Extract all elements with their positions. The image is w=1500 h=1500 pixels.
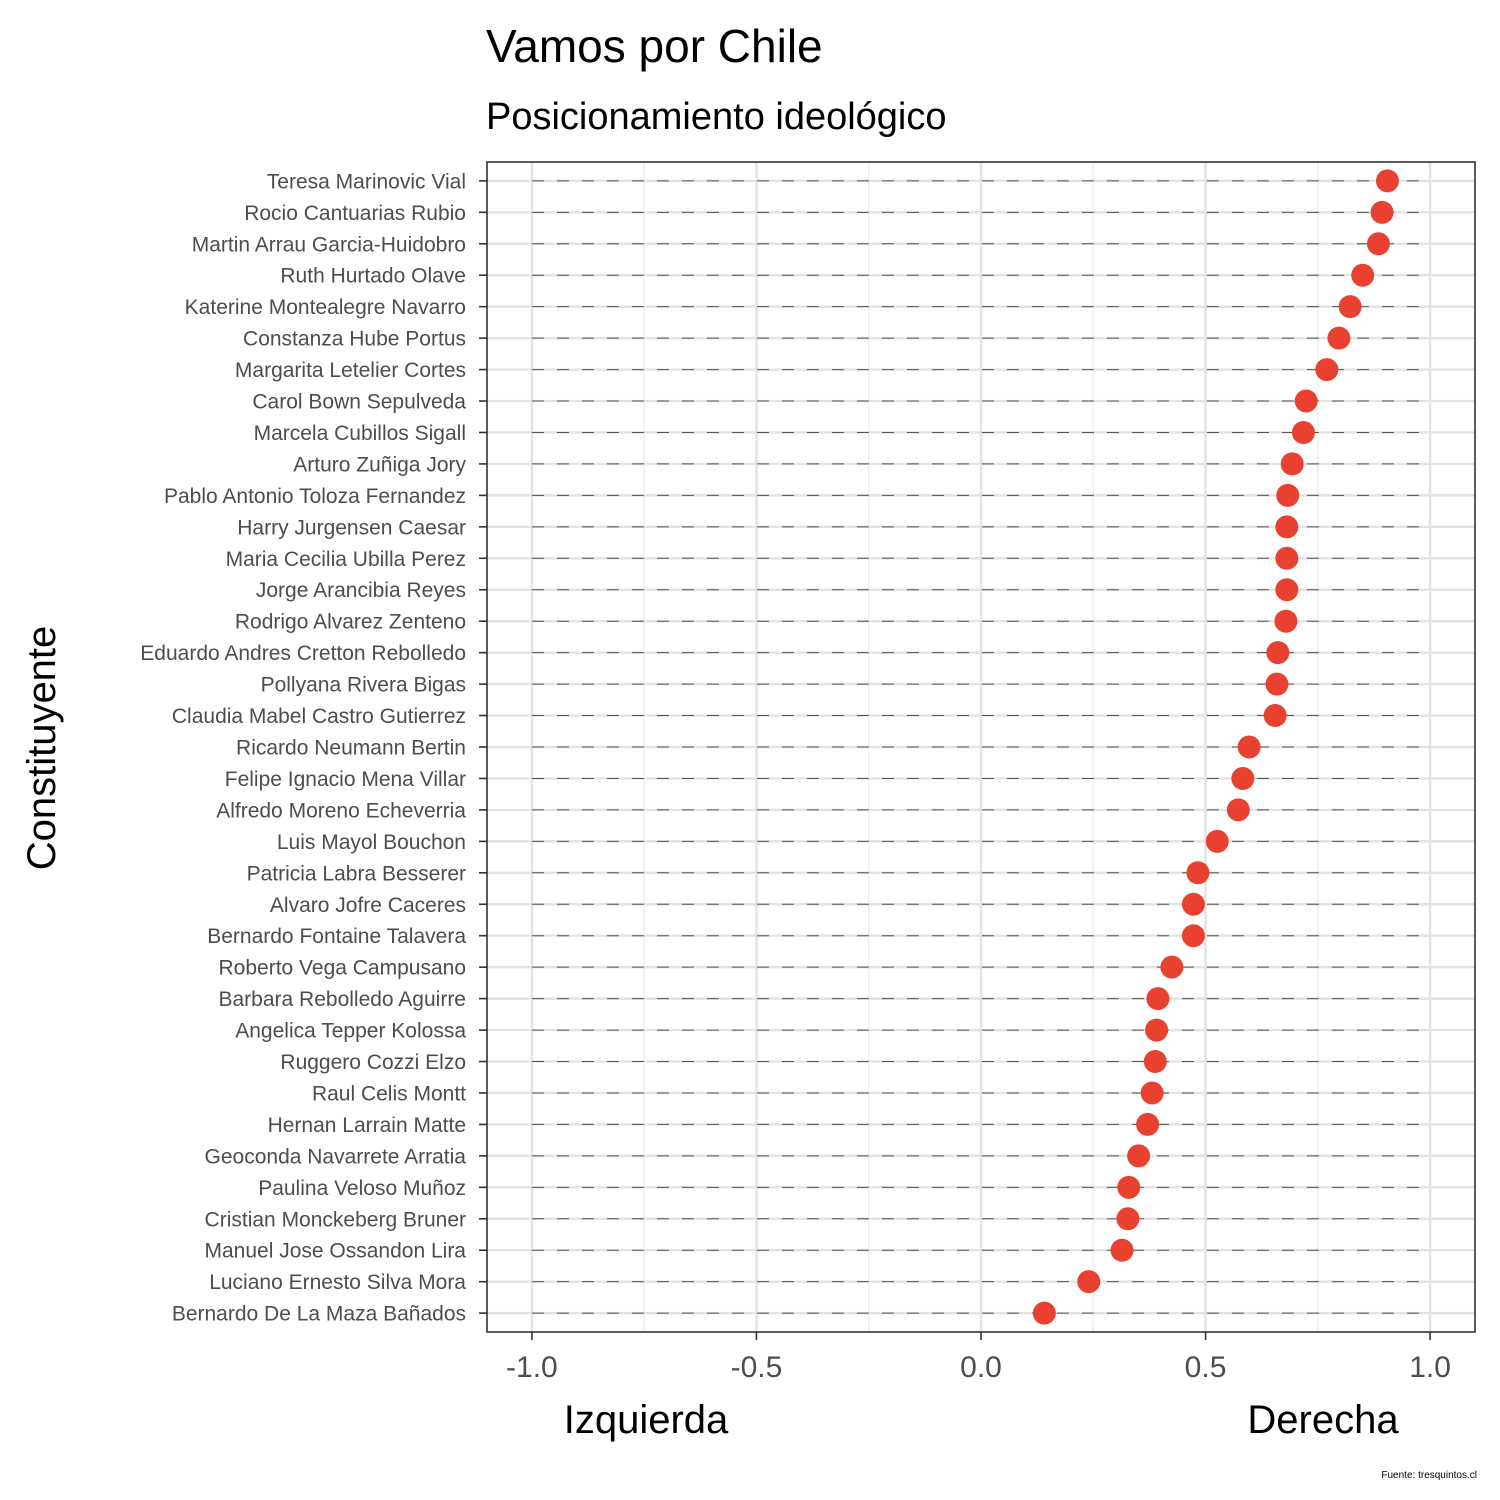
y-tick-label: Katerine Montealegre Navarro — [185, 296, 466, 319]
x-tick-label: -1.0 — [506, 1351, 558, 1384]
point — [1146, 987, 1170, 1011]
y-tick-label: Luis Mayol Bouchon — [277, 831, 466, 854]
point — [1275, 515, 1299, 539]
point — [1265, 672, 1289, 696]
y-tick-label: Bernardo De La Maza Bañados — [172, 1303, 466, 1326]
y-tick-label: Barbara Rebolledo Aguirre — [219, 988, 467, 1011]
point — [1181, 924, 1205, 948]
y-tick-label: Patricia Labra Besserer — [247, 862, 466, 885]
y-tick-label: Maria Cecilia Ubilla Perez — [226, 548, 466, 571]
point — [1231, 766, 1255, 790]
y-tick-label: Manuel Jose Ossandon Lira — [205, 1240, 467, 1263]
point — [1181, 892, 1205, 916]
y-tick-label: Luciano Ernesto Silva Mora — [209, 1271, 466, 1294]
y-tick-label: Pollyana Rivera Bigas — [261, 674, 466, 697]
y-tick-label: Alfredo Moreno Echeverria — [216, 799, 466, 822]
point — [1032, 1301, 1056, 1325]
chart-subtitle: Posicionamiento ideológico — [486, 96, 947, 138]
y-tick-label: Ruggero Cozzi Elzo — [280, 1051, 466, 1074]
plot-area — [486, 161, 1476, 1333]
y-tick-label: Rodrigo Alvarez Zenteno — [235, 611, 466, 634]
y-tick-label: Ruth Hurtado Olave — [280, 265, 466, 288]
point — [1294, 389, 1318, 413]
point — [1327, 326, 1351, 350]
point — [1291, 420, 1315, 444]
point — [1136, 1112, 1160, 1136]
y-tick-label: Teresa Marinovic Vial — [267, 170, 466, 193]
y-tick-label: Pablo Antonio Toloza Fernandez — [164, 485, 466, 508]
y-axis: Teresa Marinovic Vial Rocio Cantuarias Ru… — [140, 170, 487, 1326]
y-tick-label: Carol Bown Sepulveda — [252, 391, 466, 414]
point — [1351, 263, 1375, 287]
point — [1338, 295, 1362, 319]
point — [1160, 955, 1184, 979]
point — [1375, 169, 1399, 193]
y-tick-label: Claudia Mabel Castro Gutierrez — [172, 705, 466, 728]
y-tick-label: Geoconda Navarrete Arratia — [205, 1145, 467, 1168]
points — [1032, 169, 1399, 1325]
point — [1110, 1238, 1134, 1262]
x-tick-label: 0.0 — [960, 1351, 1002, 1384]
point — [1205, 829, 1229, 853]
x-tick-label: 0.5 — [1185, 1351, 1227, 1384]
y-tick-label: Angelica Tepper Kolossa — [235, 1020, 466, 1043]
point — [1077, 1270, 1101, 1294]
y-tick-label: Eduardo Andres Cretton Rebolledo — [140, 642, 466, 665]
point — [1266, 641, 1290, 665]
point — [1117, 1175, 1141, 1199]
point — [1280, 452, 1304, 476]
y-tick-label: Roberto Vega Campusano — [219, 957, 467, 980]
point — [1143, 1050, 1167, 1074]
y-tick-label: Martin Arrau Garcia-Huidobro — [192, 233, 466, 256]
y-tick-label: Hernan Larrain Matte — [268, 1114, 466, 1137]
caption: Fuente: tresquintos.cl — [1381, 1470, 1477, 1481]
point — [1315, 358, 1339, 382]
x-tick-label: 1.0 — [1409, 1351, 1451, 1384]
y-tick-label: Alvaro Jofre Caceres — [270, 894, 466, 917]
point — [1275, 546, 1299, 570]
y-tick-label: Arturo Zuñiga Jory — [293, 453, 466, 476]
y-tick-label: Ricardo Neumann Bertin — [236, 737, 466, 760]
point — [1127, 1144, 1151, 1168]
point — [1274, 609, 1298, 633]
y-tick-label: Jorge Arancibia Reyes — [256, 579, 466, 602]
point — [1186, 861, 1210, 885]
chart-title: Vamos por Chile — [486, 20, 823, 72]
point — [1276, 483, 1300, 507]
point — [1263, 704, 1287, 728]
point — [1226, 798, 1250, 822]
y-tick-label: Constanza Hube Portus — [243, 328, 466, 351]
x-axis-label-left: Izquierda — [564, 1398, 729, 1442]
y-tick-label: Bernardo Fontaine Talavera — [207, 925, 466, 948]
x-tick-label: -0.5 — [731, 1351, 783, 1384]
y-tick-label: Felipe Ignacio Mena Villar — [225, 768, 466, 791]
y-tick-label: Cristian Monckeberg Bruner — [205, 1208, 466, 1231]
point — [1116, 1207, 1140, 1231]
x-axis: -1.0 -0.5 0.0 0.5 1.0 — [506, 1332, 1451, 1384]
x-axis-label-right: Derecha — [1247, 1398, 1399, 1442]
y-tick-label: Raul Celis Montt — [312, 1082, 466, 1105]
y-tick-label: Harry Jurgensen Caesar — [237, 516, 466, 539]
y-tick-label: Margarita Letelier Cortes — [235, 359, 466, 382]
y-tick-label: Paulina Veloso Muñoz — [258, 1177, 466, 1200]
point — [1366, 232, 1390, 256]
point — [1237, 735, 1261, 759]
y-tick-label: Rocio Cantuarias Rubio — [244, 202, 466, 225]
point — [1140, 1081, 1164, 1105]
point — [1275, 578, 1299, 602]
y-axis-label: Constituyente — [20, 626, 64, 871]
point — [1370, 200, 1394, 224]
y-tick-label: Marcela Cubillos Sigall — [254, 422, 466, 445]
point — [1145, 1018, 1169, 1042]
